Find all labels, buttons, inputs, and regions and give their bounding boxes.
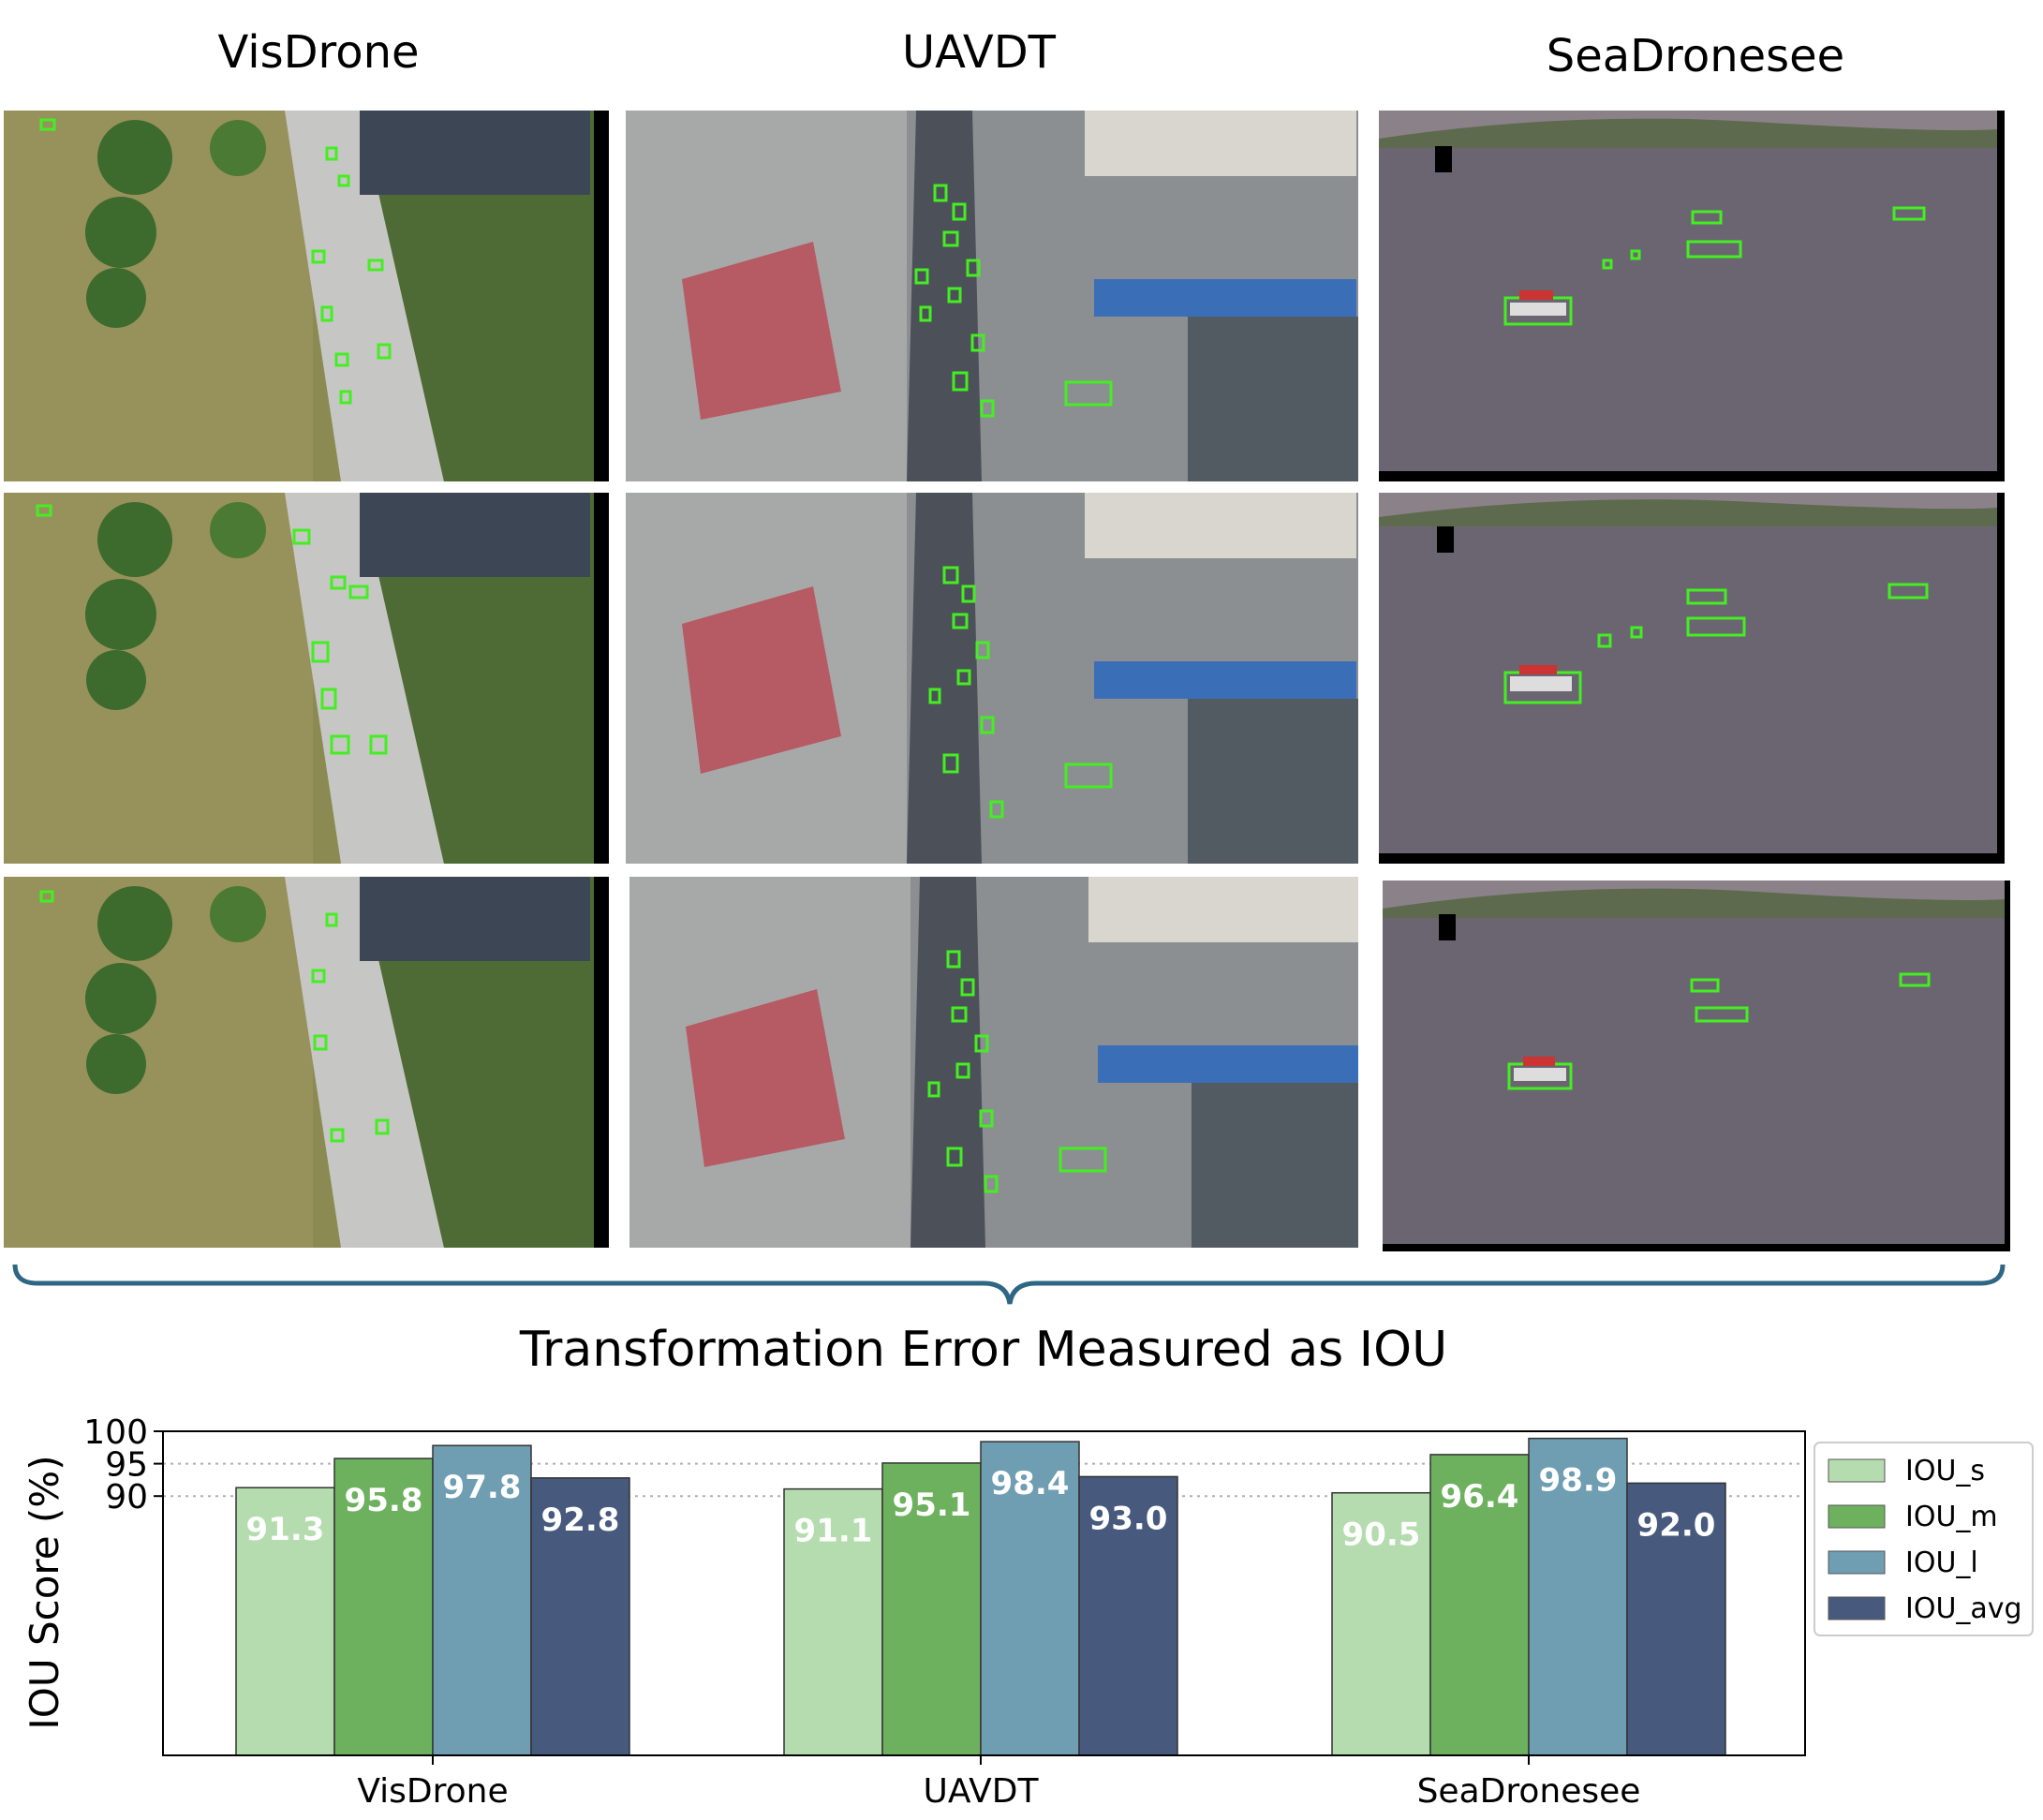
bar-value-label: 95.8 [345, 1482, 423, 1519]
y-tick-label: 95 [105, 1446, 148, 1485]
bar-value-label: 98.9 [1539, 1462, 1618, 1500]
uavdt-frame-1 [626, 111, 1358, 481]
visdrone-frame-2 [4, 493, 609, 864]
y-tick-label: 90 [105, 1478, 148, 1517]
bar-value-label: 91.1 [794, 1513, 873, 1550]
bar-value-label: 98.4 [991, 1465, 1070, 1502]
bar-value-label: 93.0 [1089, 1500, 1168, 1537]
bar-value-label: 90.5 [1342, 1517, 1421, 1554]
column-title-uavdt: UAVDT [901, 26, 1056, 79]
column-title-seadronesee: SeaDronesee [1546, 30, 1845, 82]
column-title-visdrone: VisDrone [217, 26, 420, 79]
seadronesee-frame-3 [1383, 880, 2010, 1251]
uavdt-frame-3 [629, 877, 1358, 1248]
bar-iou-m [333, 1457, 434, 1756]
x-tick-label: UAVDT [923, 1772, 1039, 1811]
x-tick-label: SeaDronesee [1417, 1772, 1641, 1811]
legend-label: IOU_l [1905, 1546, 1978, 1579]
y-axis-label: IOU Score (%) [22, 1455, 67, 1729]
seadronesee-frame-1 [1379, 111, 2005, 481]
legend-label: IOU_s [1905, 1455, 1985, 1487]
bar-iou-avg [1626, 1482, 1726, 1756]
uavdt-frame-2 [626, 493, 1358, 864]
legend-swatch [1828, 1596, 1886, 1620]
bar-iou-s [235, 1487, 335, 1756]
bar-value-label: 95.1 [893, 1487, 971, 1524]
grouping-brace [12, 1264, 2006, 1305]
x-tick-label: VisDrone [357, 1772, 508, 1811]
legend-box [1814, 1442, 2034, 1636]
bar-value-label: 92.0 [1637, 1506, 1716, 1544]
chart-title: Transformation Error Measured as IOU [519, 1322, 1447, 1378]
seadronesee-frame-2 [1379, 493, 2005, 864]
visdrone-frame-3 [4, 877, 609, 1248]
bar-value-label: 96.4 [1441, 1478, 1519, 1516]
legend-label: IOU_avg [1905, 1592, 2022, 1625]
visdrone-frame-1 [4, 111, 609, 481]
legend-swatch [1828, 1458, 1886, 1483]
bar-value-label: 92.8 [541, 1502, 620, 1539]
bar-iou-avg [1078, 1475, 1178, 1756]
iou-bar-chart: Transformation Error Measured as IOU IOU… [22, 1322, 2034, 1811]
legend-label: IOU_m [1905, 1501, 1998, 1533]
y-tick-label: 100 [83, 1413, 148, 1452]
legend-swatch [1828, 1504, 1886, 1529]
bar-value-label: 97.8 [443, 1469, 522, 1506]
bar-value-label: 91.3 [246, 1511, 325, 1548]
legend-swatch [1828, 1550, 1886, 1575]
plot-frame [162, 1430, 1806, 1756]
